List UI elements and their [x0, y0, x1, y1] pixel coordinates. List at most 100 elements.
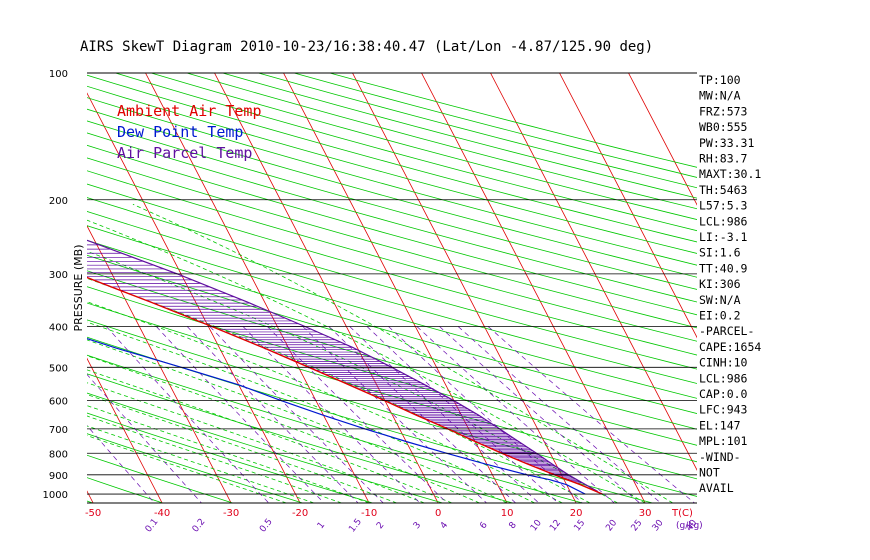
dry-adiabat-line — [87, 373, 513, 503]
pressure-tick-label: 300 — [49, 270, 68, 281]
mixing-ratio-tick-label: 8 — [508, 520, 520, 531]
isotherm-line — [490, 73, 697, 471]
mixing-ratio-unit-label: (g/kg) — [676, 521, 703, 531]
temp-tick-bottom-label: -20 — [292, 508, 308, 519]
pressure-tick-label: 900 — [49, 471, 68, 482]
dry-adiabat-line — [87, 336, 653, 503]
moist-adiabat-line — [87, 425, 315, 503]
dry-adiabat-line — [87, 197, 697, 370]
mixing-ratio-tick-label: 1 — [316, 520, 327, 531]
pressure-tick-label: 500 — [49, 363, 68, 374]
dry-adiabat-line — [87, 108, 697, 278]
dry-adiabat-line — [87, 132, 697, 303]
index-value: CAPE:1654 — [699, 340, 761, 354]
mixing-ratio-tick-label: 3 — [412, 520, 423, 531]
isotherm-line — [87, 224, 232, 503]
index-value: LCL:986 — [699, 371, 748, 385]
index-value: LFC:943 — [699, 403, 748, 417]
mixing-ratio-tick-label: 6 — [478, 520, 490, 531]
dry-adiabat-line — [329, 73, 697, 168]
dry-adiabat-line — [186, 73, 697, 210]
legend: Ambient Air Temp Dew Point Temp Air Parcel… — [117, 102, 262, 162]
moist-adiabat-line — [87, 405, 370, 503]
dry-adiabat-line — [87, 225, 697, 399]
mixing-ratio-tick-label: 30 — [651, 518, 666, 533]
index-value: RH:83.7 — [699, 152, 748, 166]
dry-adiabat-line — [293, 73, 697, 178]
temp-tick-bottom-label: -50 — [85, 508, 101, 519]
dry-adiabat-line — [87, 239, 697, 414]
mixing-ratio-tick-label: 0.1 — [144, 517, 161, 534]
mixing-ratio-line — [267, 326, 448, 503]
index-value: EI:0.2 — [699, 309, 741, 323]
isotherm-line — [352, 73, 577, 503]
mixing-ratio-tick-label: 0.2 — [191, 517, 208, 534]
plot-grid — [87, 73, 697, 503]
pressure-tick-label: 600 — [49, 397, 68, 408]
index-value: FRZ:573 — [699, 104, 748, 118]
index-value: TH:5463 — [699, 183, 748, 197]
index-value: EL:147 — [699, 418, 741, 432]
index-value: MAXT:30.1 — [699, 167, 761, 181]
mixing-ratio-line — [388, 326, 583, 503]
moist-adiabat-line — [87, 339, 508, 503]
index-value: LI:-3.1 — [699, 230, 748, 244]
temp-tick-bottom-label: -30 — [223, 508, 239, 519]
index-value: TT:40.9 — [699, 261, 748, 275]
dry-adiabat-line — [87, 170, 697, 342]
isotherm-line — [628, 73, 697, 206]
dry-adiabat-line — [87, 85, 697, 254]
dry-adiabat-line — [115, 73, 697, 232]
index-value: AVAIL — [699, 481, 734, 495]
index-value: SI:1.6 — [699, 246, 741, 260]
pressure-tick-label: 800 — [49, 449, 68, 460]
mixing-ratio-line — [349, 326, 540, 503]
mixing-ratio-tick-label: 20 — [604, 518, 619, 533]
moist-adiabat-line — [87, 321, 535, 503]
mixing-ratio-line — [366, 326, 559, 503]
index-value: MW:N/A — [699, 89, 741, 103]
index-value: PW:33.31 — [699, 136, 754, 150]
index-value: -PARCEL- — [699, 324, 754, 338]
moist-adiabat-line — [87, 219, 646, 503]
dry-adiabat-line — [87, 210, 697, 384]
legend-entry: Ambient Air Temp — [117, 102, 262, 120]
mixing-ratio-line — [186, 326, 359, 503]
temp-tick-bottom-label: 10 — [501, 508, 514, 519]
index-value: MPL:101 — [699, 434, 748, 448]
axes: 1002003004005006007008009001000-120-110-… — [43, 69, 700, 535]
dry-adiabat-line — [87, 74, 697, 243]
dry-adiabat-line — [87, 97, 697, 266]
series-line-dew-point-temp — [87, 338, 586, 495]
chart-title: AIRS SkewT Diagram 2010-10-23/16:38:40.4… — [80, 39, 653, 55]
moist-adiabat-line — [87, 277, 591, 503]
index-value: L57:5.3 — [699, 199, 748, 213]
dry-adiabat-line — [222, 73, 697, 199]
index-value: NOT — [699, 466, 720, 480]
isotherm-line — [214, 73, 439, 503]
dry-adiabat-line — [87, 392, 443, 503]
legend-entry: Air Parcel Temp — [117, 144, 252, 162]
mixing-ratio-line — [487, 326, 695, 503]
index-value: KI:306 — [699, 277, 741, 291]
dry-adiabat-line — [87, 270, 697, 446]
moist-adiabat-line — [87, 382, 425, 503]
pressure-tick-label: 400 — [49, 323, 68, 334]
dry-adiabat-line — [87, 412, 373, 503]
isotherm-line — [421, 73, 646, 503]
isotherm-line — [145, 73, 370, 503]
mixing-ratio-tick-label: 10 — [529, 518, 544, 533]
temp-tick-bottom-label: 0 — [435, 508, 441, 519]
dry-adiabat-line — [87, 354, 583, 503]
dry-adiabat-line — [87, 144, 697, 316]
temp-tick-bottom-label: 30 — [639, 508, 652, 519]
series-line-ambient-air-temp — [87, 276, 603, 495]
moist-adiabat-line — [87, 435, 287, 503]
isotherm-line — [559, 73, 697, 339]
moist-adiabat-line — [87, 415, 342, 503]
mixing-ratio-tick-label: 1.5 — [347, 517, 364, 534]
pressure-tick-label: 700 — [49, 425, 68, 436]
temp-tick-bottom-label: 20 — [570, 508, 583, 519]
